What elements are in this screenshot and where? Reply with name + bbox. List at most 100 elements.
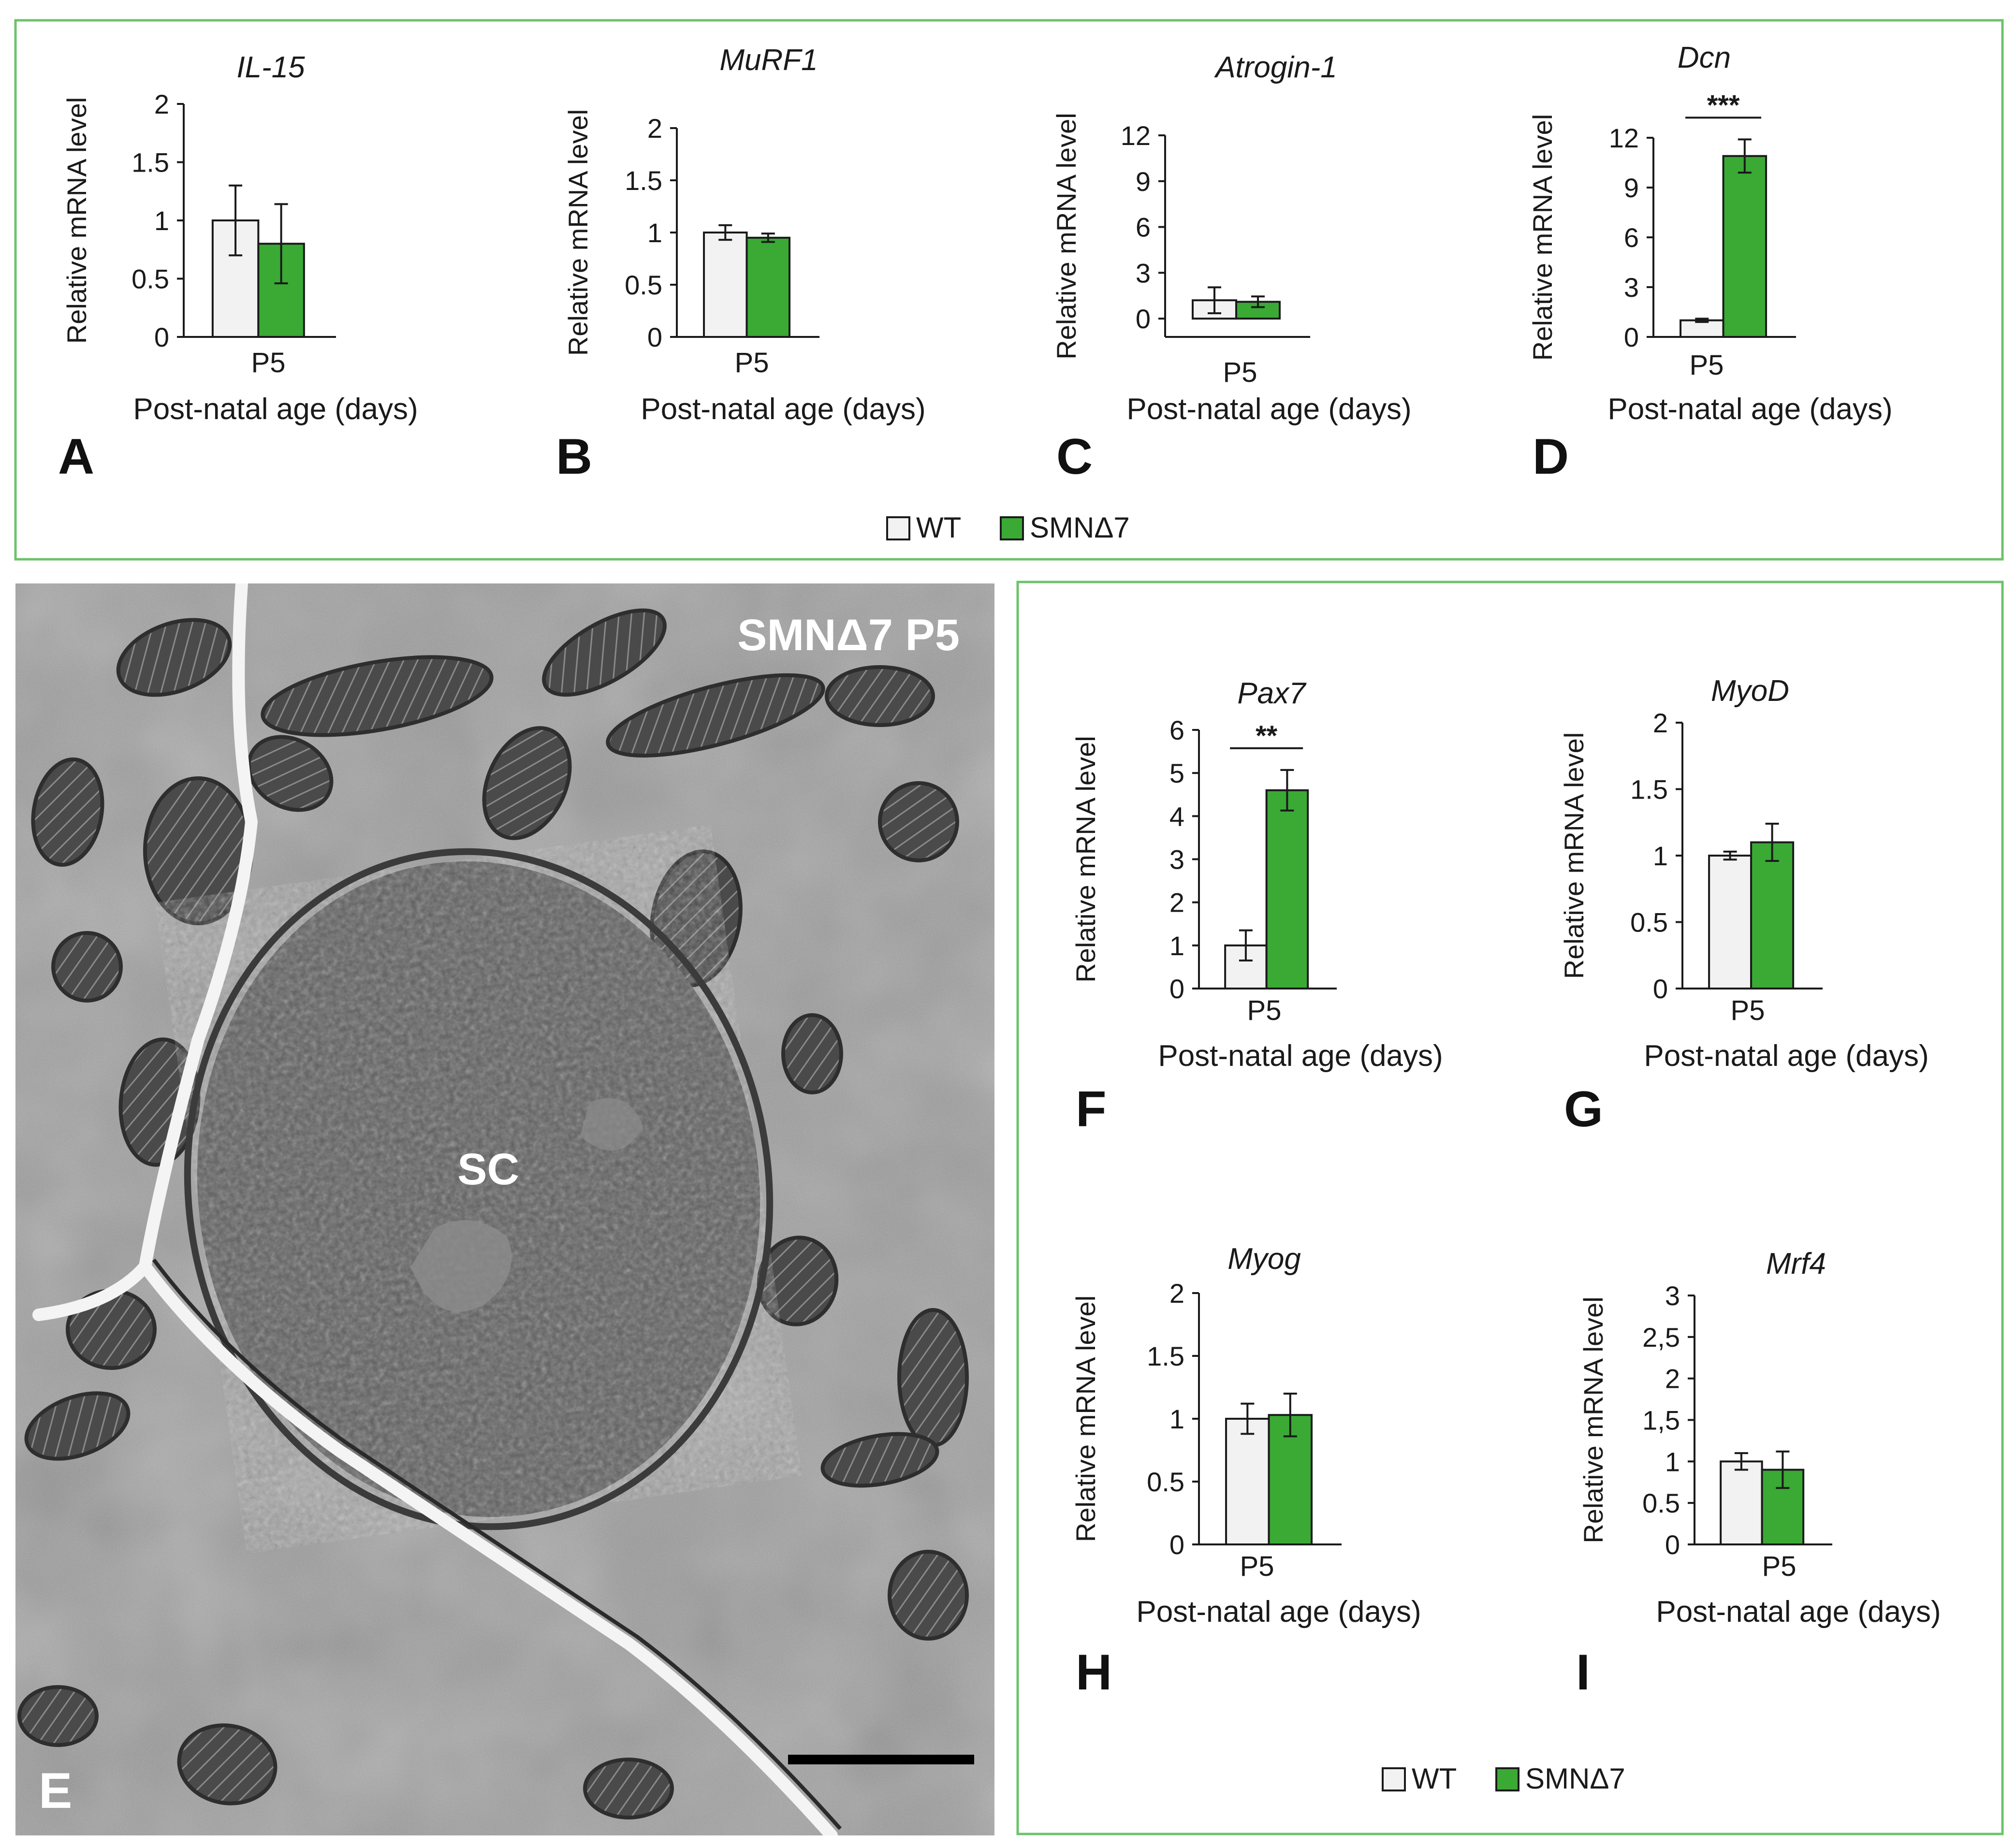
bar-smn (1750, 841, 1795, 989)
panel-letter-B: B (556, 429, 592, 485)
y-tick-label: 1 (154, 205, 169, 236)
category-label: P5 (251, 347, 286, 378)
y-tick-label: 0 (1169, 1529, 1184, 1560)
satellite-cell-label: SC (457, 1145, 519, 1194)
y-tick-label: 1.5 (1147, 1341, 1184, 1371)
significance-marker: ** (1256, 720, 1278, 752)
panel-letter-C: C (1056, 429, 1093, 485)
mitochondrion (247, 735, 334, 812)
mitochondrion (825, 665, 935, 727)
y-axis-label: Relative mRNA level (1559, 732, 1589, 979)
bar-wt (1708, 855, 1753, 989)
chart-title: Mrf4 (1766, 1247, 1826, 1281)
x-axis-label: Post-natal age (days) (1607, 393, 1892, 426)
mitochondrion (177, 1723, 278, 1805)
mitochondrion (757, 1236, 839, 1326)
bar-wt (1225, 1418, 1270, 1545)
legend-swatch-smn (1495, 1767, 1519, 1791)
y-tick-label: 0 (647, 322, 662, 352)
legend-label-smn: SMNΔ7 (1030, 511, 1130, 544)
y-tick-label: 0.5 (1642, 1488, 1680, 1518)
mitochondrion (583, 1758, 674, 1819)
significance-marker: *** (1707, 89, 1740, 121)
chart-A: IL-15 0 0.5 1 1.5 2 Relative mRNA level P5 Post-… (58, 51, 418, 485)
y-tick-label: 1.5 (1630, 774, 1668, 805)
bar-smn (1265, 789, 1309, 990)
y-tick-label: 12 (1121, 120, 1151, 151)
y-tick-label: 6 (1136, 212, 1151, 243)
y-tick-label: 6 (1624, 222, 1639, 253)
x-axis-label: Post-natal age (days) (1656, 1595, 1941, 1629)
y-tick-label: 1 (1653, 841, 1668, 871)
y-tick-label: 6 (1169, 715, 1184, 745)
scale-bar (788, 1755, 974, 1764)
y-tick-label: 2 (1169, 888, 1184, 918)
y-tick-label: 1,5 (1642, 1405, 1680, 1436)
x-axis-label: Post-natal age (days) (641, 393, 925, 426)
chart-title: MuRF1 (719, 44, 818, 77)
y-tick-label: 0.5 (625, 270, 662, 300)
legend-label-wt: WT (916, 511, 961, 544)
y-tick-label: 9 (1136, 166, 1151, 197)
x-axis-label: Post-natal age (days) (1644, 1039, 1928, 1073)
y-tick-label: 1.5 (131, 147, 169, 178)
y-tick-label: 3 (1665, 1281, 1680, 1311)
y-axis-label: Relative mRNA level (1527, 114, 1558, 361)
y-tick-label: 0 (154, 322, 169, 352)
panel-letter-E: E (39, 1763, 72, 1819)
bar-wt (1720, 1460, 1763, 1545)
y-tick-label: 2 (154, 89, 169, 119)
panel-letter-D: D (1533, 429, 1569, 485)
x-axis-label: Post-natal age (days) (133, 393, 418, 426)
category-label: P5 (1690, 349, 1724, 381)
y-tick-label: 1 (1665, 1446, 1680, 1477)
mitochondrion (542, 608, 667, 697)
mitochondrion (116, 618, 232, 697)
mitochondrion (51, 931, 123, 1003)
y-tick-label: 0 (1136, 304, 1151, 334)
category-label: P5 (1223, 357, 1257, 388)
mitochondrion (897, 1308, 969, 1447)
y-tick-label: 2 (1653, 708, 1668, 738)
mitochondrion (606, 673, 825, 758)
mitochondrion (24, 1391, 131, 1461)
y-tick-label: 3 (1624, 272, 1639, 303)
y-tick-label: 5 (1169, 758, 1184, 788)
chart-title: Pax7 (1237, 677, 1307, 710)
chart-F: Pax7 0 1 2 3 4 5 6 Relative mRNA level ** P5 Post-n… (1070, 677, 1443, 1137)
legend-swatch-smn (1000, 516, 1024, 540)
y-tick-label: 9 (1624, 173, 1639, 203)
mitochondrion (482, 726, 572, 840)
charts-layer: IL-15 0 0.5 1 1.5 2 Relative mRNA level P5 Post-… (58, 41, 1941, 1701)
legend-swatch-wt (886, 516, 910, 540)
bar-smn (1722, 155, 1768, 338)
chart-title: Atrogin-1 (1213, 51, 1337, 84)
y-tick-label: 1.5 (625, 165, 662, 196)
y-tick-label: 2 (1665, 1364, 1680, 1394)
y-tick-label: 1 (1169, 1404, 1184, 1434)
top-panel-frame (14, 19, 2004, 561)
panel-letter-H: H (1076, 1644, 1112, 1701)
y-axis-label: Relative mRNA level (1051, 113, 1081, 359)
bar-wt (1224, 944, 1268, 990)
panel-letter-I: I (1576, 1644, 1590, 1701)
legend-label-wt: WT (1412, 1762, 1457, 1795)
y-axis-label: Relative mRNA level (1070, 1295, 1101, 1542)
legend-label-smn: SMNΔ7 (1525, 1762, 1625, 1795)
chart-H: Myog 0 0.5 1 1.5 2 Relative mRNA level P5 Post-n… (1070, 1242, 1421, 1701)
y-tick-label: 0.5 (1147, 1467, 1184, 1497)
chart-title: Dcn (1678, 41, 1731, 74)
y-axis-label: Relative mRNA level (1070, 736, 1101, 982)
category-label: P5 (1240, 1551, 1274, 1582)
cell-membrane-boundary (32, 583, 838, 1835)
panel-letter-A: A (58, 429, 94, 485)
top-legend: WT SMNΔ7 (886, 511, 1130, 544)
y-tick-label: 0.5 (131, 264, 169, 294)
y-tick-label: 3 (1136, 258, 1151, 288)
y-tick-label: 4 (1169, 801, 1184, 831)
mitochondrion (31, 757, 104, 867)
mitochondrion (17, 1685, 99, 1747)
y-tick-label: 0 (1653, 974, 1668, 1004)
y-tick-label: 0 (1665, 1529, 1680, 1560)
